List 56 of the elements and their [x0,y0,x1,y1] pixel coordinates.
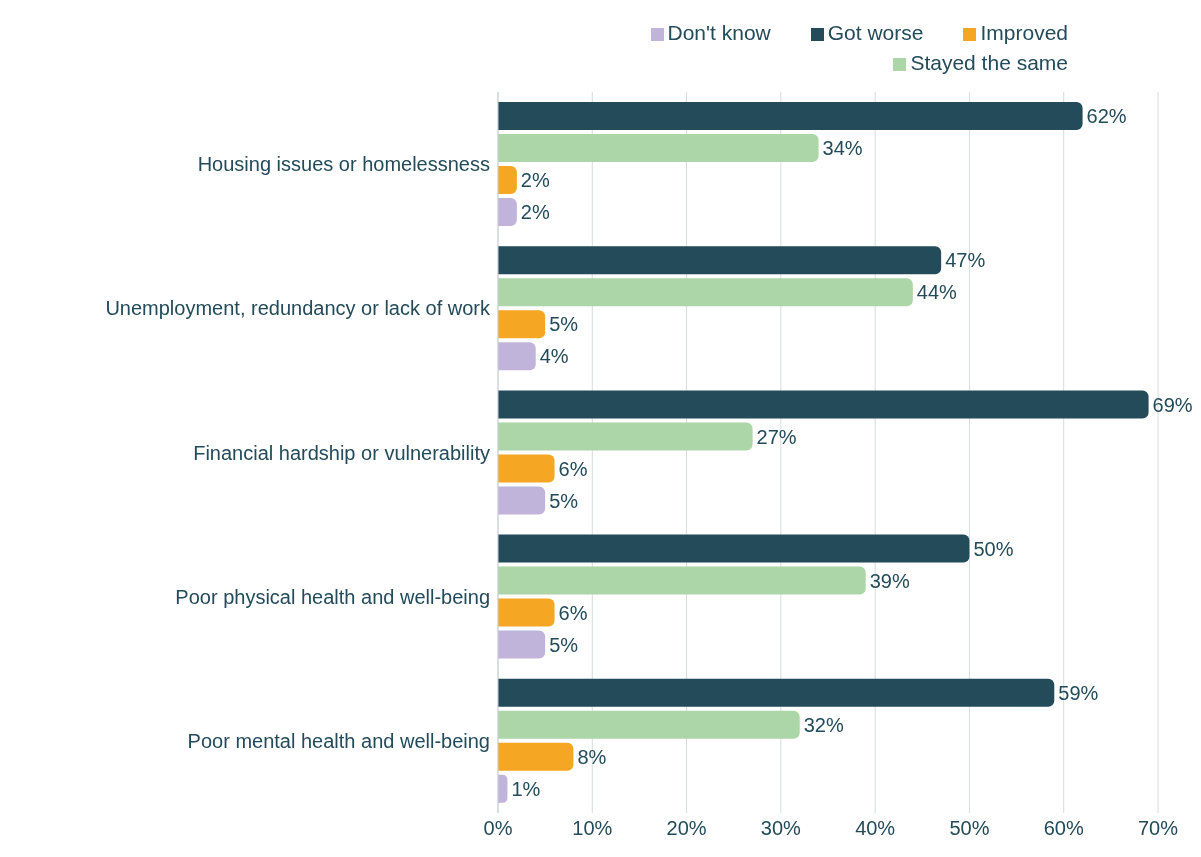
x-tick-label: 40% [855,817,896,840]
legend-label: Got worse [827,21,924,44]
bar [498,742,574,771]
data-label: 32% [803,713,844,736]
data-label: 50% [973,537,1014,560]
y-tick-label: Financial hardship or vulnerability [193,441,490,464]
x-tick-label: 60% [1043,817,1084,840]
legend-label: Don't know [667,21,771,44]
data-label: 44% [916,281,958,304]
legend-label: Improved [980,21,1068,44]
x-tick-label: 20% [666,817,707,840]
bar [498,278,913,307]
bar [498,486,546,515]
bar [498,566,866,595]
bar [498,534,970,563]
bar [498,390,1149,419]
data-label: 2% [520,169,550,192]
bar [498,342,536,371]
y-tick-label: Poor physical health and well-being [175,585,490,608]
bar [498,710,800,739]
bar [498,102,1083,130]
data-label: 59% [1058,681,1099,704]
bar [498,454,555,483]
data-label: 2% [520,201,550,224]
y-tick-label: Poor mental health and well-being [187,730,490,752]
x-tick-label: 50% [949,817,990,840]
data-label: 62% [1086,105,1127,128]
y-tick-label: Unemployment, redundancy or lack of work [105,297,491,320]
bar [498,310,546,339]
x-tick-label: 10% [572,817,613,840]
bar [498,422,753,451]
y-tick-label: Housing issues or homelessness [197,153,490,176]
bar [498,198,517,226]
bar [498,678,1055,707]
data-label: 6% [558,457,588,480]
data-label: 39% [869,569,910,592]
data-label: 34% [822,137,863,160]
x-tick-label: 70% [1137,817,1179,840]
data-label: 8% [577,745,607,768]
bar [498,134,819,162]
data-label: 27% [756,425,797,448]
data-label: 5% [549,489,579,512]
data-label: 69% [1152,393,1193,416]
bar [498,246,942,275]
bar [498,630,546,659]
data-label: 4% [539,345,569,368]
data-label: 5% [549,313,579,336]
data-label: 1% [511,777,541,800]
x-tick-label: 30% [760,817,802,840]
data-label: 47% [945,249,986,272]
data-label: 6% [558,601,588,624]
data-label: 5% [549,633,579,656]
bar [498,598,555,627]
bar [498,166,517,194]
x-tick-label: 0% [483,817,513,840]
legend-label: Stayed the same [910,51,1068,74]
